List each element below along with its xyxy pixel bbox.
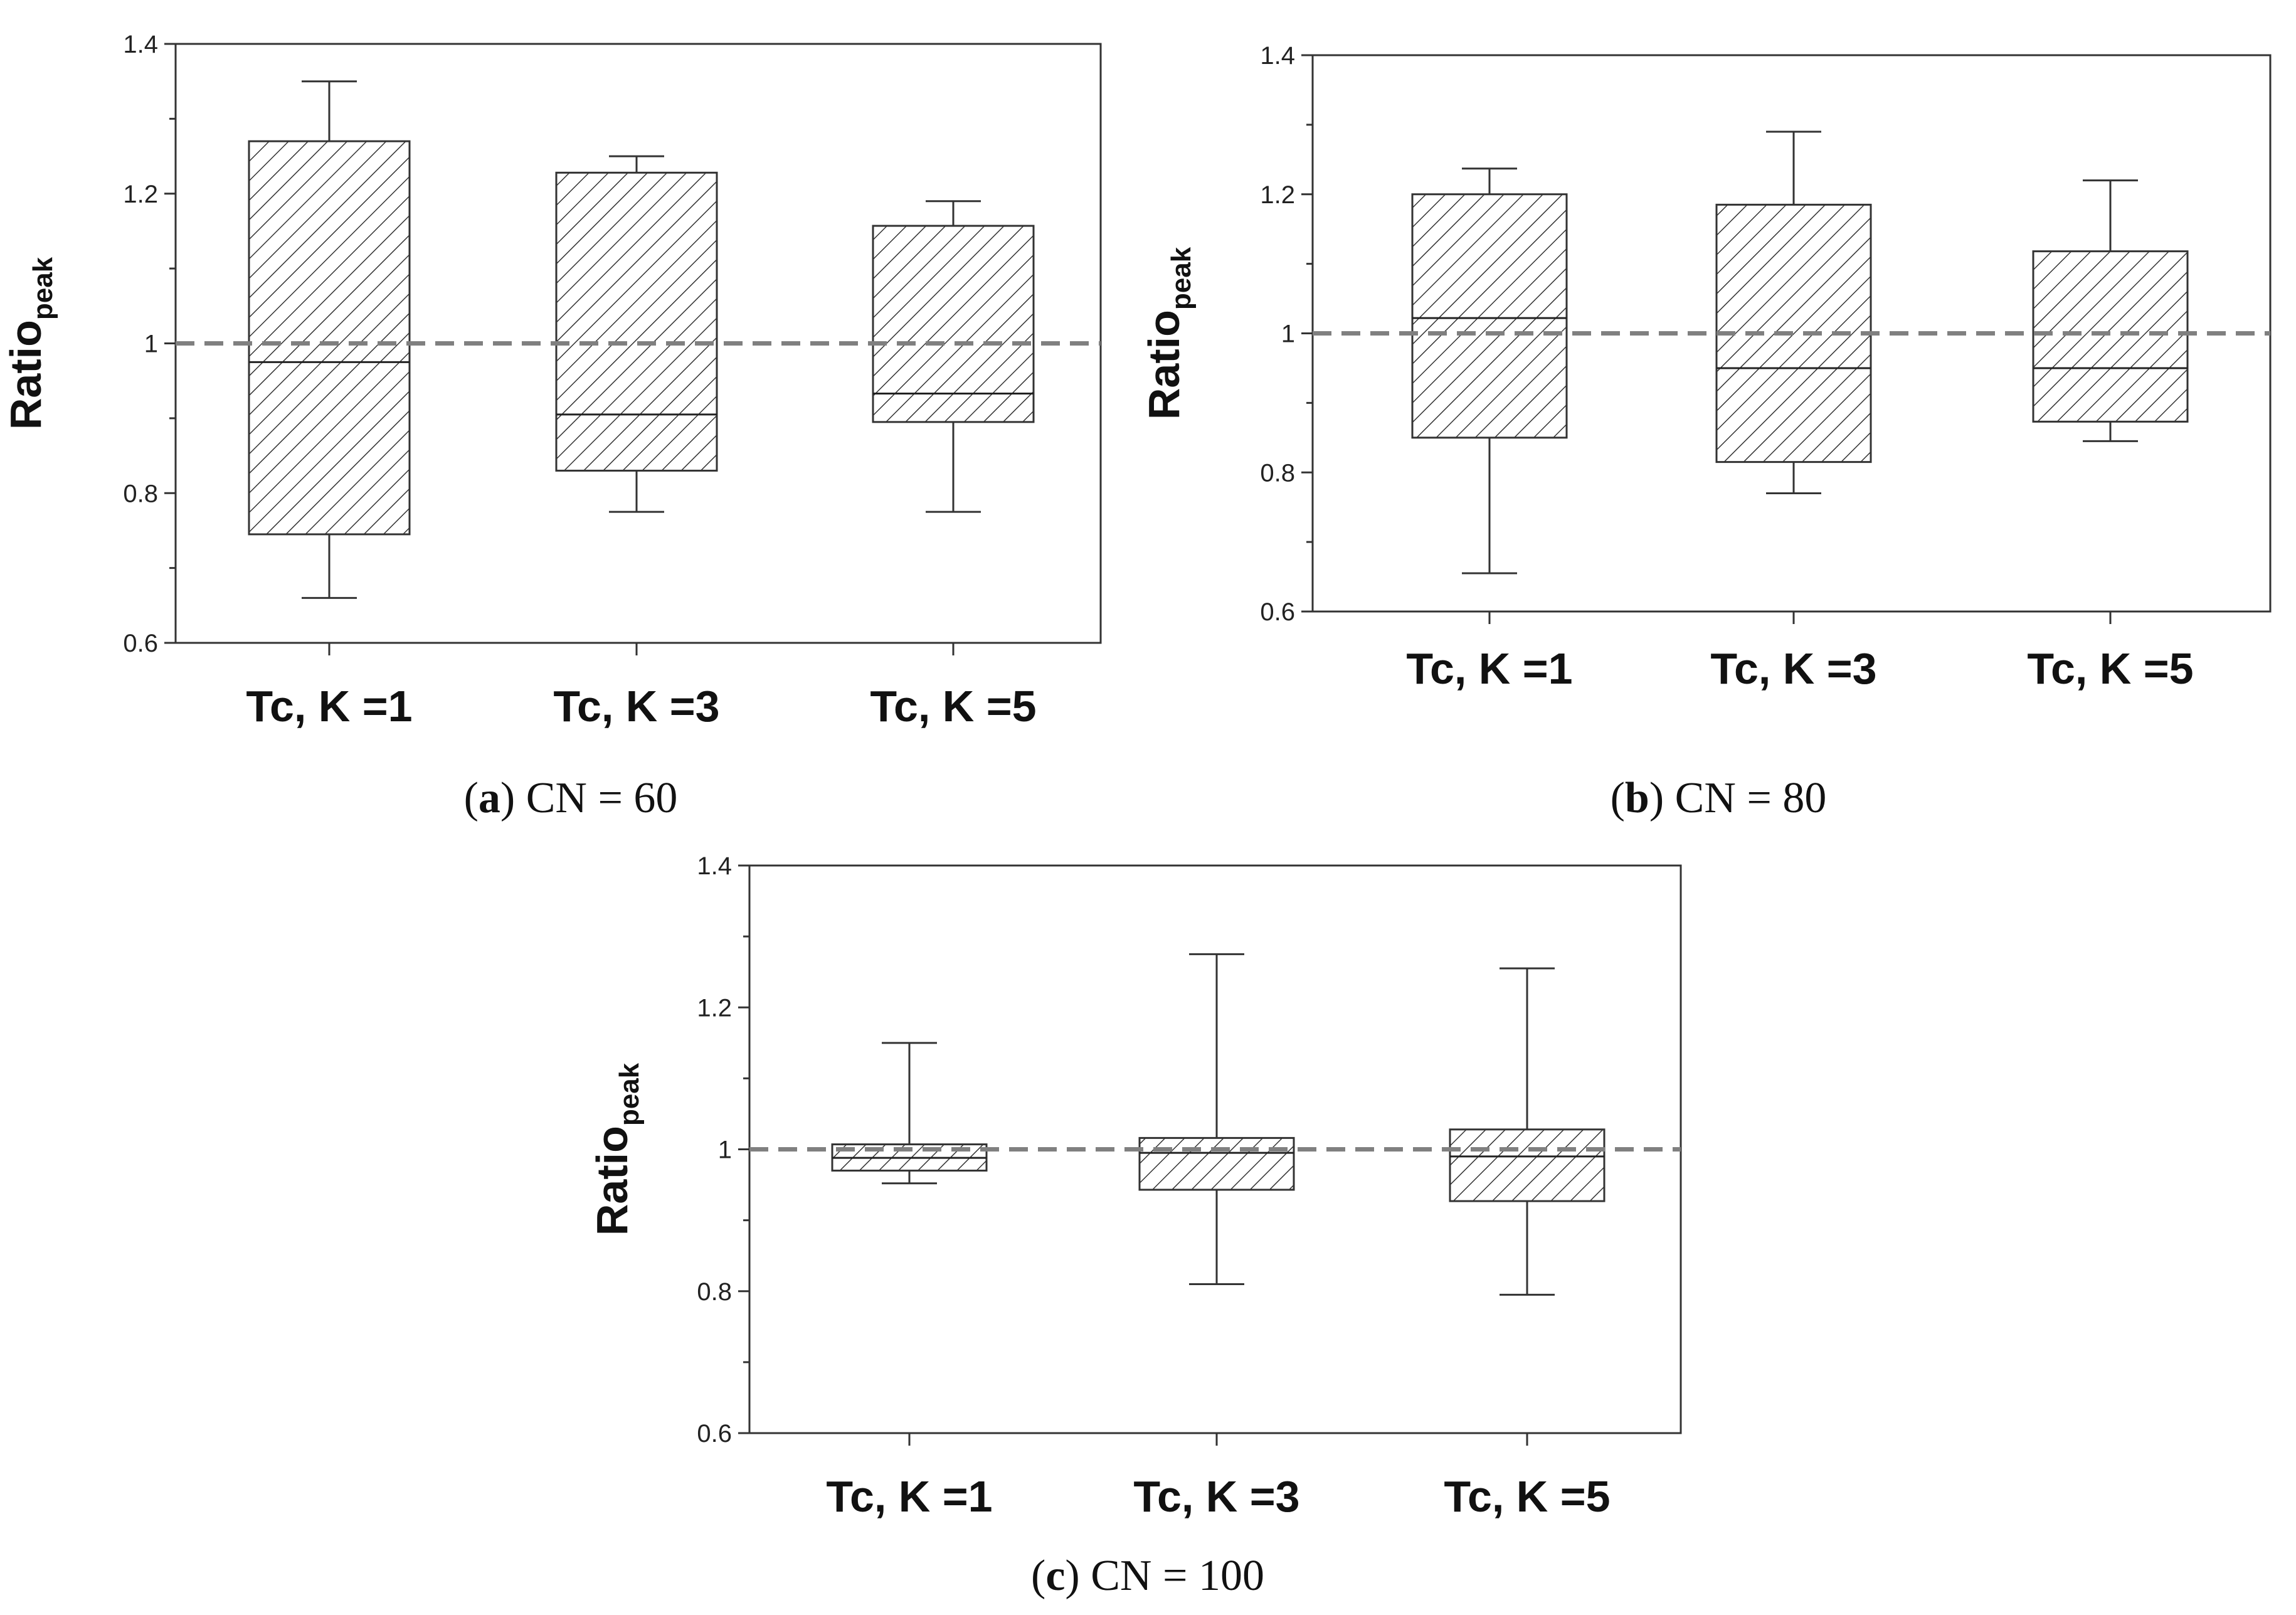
- x-category-label: Tc, K =1: [1406, 644, 1572, 693]
- iqr-box: [2032, 250, 2189, 423]
- y-axis-label-subscript: peak: [614, 1062, 645, 1126]
- y-tick-label: 1: [718, 1136, 732, 1164]
- caption-text: CN = 60: [526, 774, 678, 822]
- box-1: [1411, 167, 1568, 575]
- iqr-box: [872, 225, 1035, 423]
- y-tick-label: 0.6: [123, 630, 158, 657]
- y-tick-label: 0.6: [1260, 598, 1295, 626]
- caption-text: CN = 80: [1675, 774, 1827, 822]
- y-tick-label: 1.4: [1260, 42, 1295, 70]
- y-tick-label: 1.4: [697, 852, 732, 880]
- box-3: [2032, 179, 2189, 442]
- x-category-label: Tc, K =1: [246, 682, 412, 731]
- caption-paren-close: ): [500, 774, 526, 822]
- x-category-label: Tc, K =3: [1710, 644, 1876, 693]
- x-category-label: Tc, K =3: [1133, 1472, 1299, 1521]
- panel-caption: (c) CN = 100: [1031, 1552, 1264, 1600]
- y-axis-label-main: Ratio: [588, 1126, 637, 1236]
- y-axis-label: Ratiopeak: [588, 1062, 645, 1236]
- x-category-label: Tc, K =3: [553, 682, 719, 731]
- y-tick-label: 0.6: [697, 1420, 732, 1448]
- y-axis-label: Ratiopeak: [1, 257, 58, 430]
- box-2: [555, 155, 718, 513]
- panel-a: 0.6 0.8 1 1.2 1.4 Tc, K =1 Tc, K =3 Tc, K =5 Rat…: [1, 31, 1102, 822]
- panel-b: 0.6 0.8 1 1.2 1.4 Tc, K =1 Tc, K =3 Tc, K =5 Rat…: [1140, 42, 2272, 822]
- caption-letter: c: [1045, 1552, 1065, 1600]
- y-axis-label-main: Ratio: [1140, 310, 1188, 420]
- y-tick-label: 1: [144, 331, 158, 358]
- box-2: [1138, 953, 1295, 1285]
- caption-paren-open: (: [1031, 1552, 1045, 1600]
- y-axis-label-subscript: peak: [1166, 246, 1197, 310]
- box-1: [831, 1042, 988, 1185]
- x-category-label: Tc, K =5: [1444, 1472, 1610, 1521]
- y-tick-label: 1.4: [123, 31, 158, 58]
- caption-paren-open: (: [1611, 774, 1625, 822]
- y-axis-label-subscript: peak: [28, 257, 58, 320]
- y-tick-label: 1: [1281, 320, 1295, 348]
- box-3: [1449, 967, 1606, 1296]
- iqr-box: [1138, 1136, 1295, 1191]
- caption-letter: b: [1625, 774, 1649, 822]
- box-2: [1715, 130, 1872, 495]
- y-axis-label-main: Ratio: [1, 320, 50, 430]
- caption-paren-open: (: [464, 774, 479, 822]
- x-category-label: Tc, K =5: [870, 682, 1036, 731]
- caption-letter: a: [479, 774, 500, 822]
- x-category-label: Tc, K =5: [2027, 644, 2193, 693]
- x-category-label: Tc, K =1: [826, 1472, 992, 1521]
- y-tick-label: 1.2: [1260, 181, 1295, 209]
- box-1: [248, 80, 411, 599]
- caption-paren-close: ): [1065, 1552, 1091, 1600]
- y-tick-label: 0.8: [1260, 459, 1295, 487]
- panel-caption: (a) CN = 60: [464, 774, 678, 822]
- caption-paren-close: ): [1649, 774, 1675, 822]
- box-3: [872, 200, 1035, 513]
- caption-text: CN = 100: [1091, 1552, 1264, 1600]
- panel-caption: (b) CN = 80: [1611, 774, 1827, 822]
- y-tick-label: 1.2: [697, 994, 732, 1022]
- iqr-box: [1411, 193, 1568, 439]
- iqr-box: [248, 140, 411, 536]
- iqr-box: [555, 171, 718, 472]
- y-tick-label: 0.8: [697, 1278, 732, 1306]
- iqr-box: [1449, 1128, 1606, 1202]
- y-tick-label: 1.2: [123, 181, 158, 208]
- y-axis-label: Ratiopeak: [1140, 246, 1197, 420]
- panel-c: 0.6 0.8 1 1.2 1.4 Tc, K =1 Tc, K =3 Tc, K =5 Rat…: [588, 852, 1682, 1600]
- y-tick-label: 0.8: [123, 480, 158, 507]
